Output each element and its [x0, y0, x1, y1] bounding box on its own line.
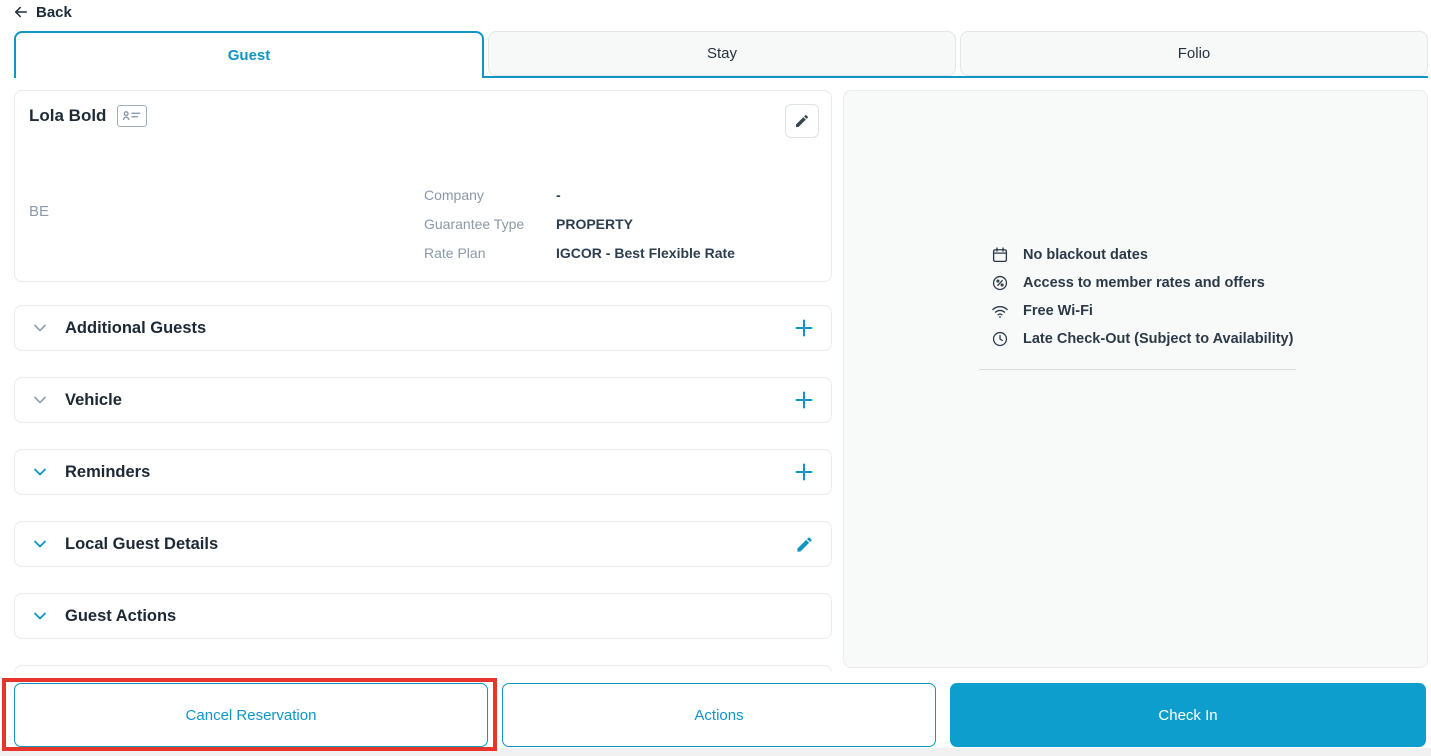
- detail-label: Rate Plan: [424, 245, 486, 261]
- detail-row-rate-plan: Rate Plan IGCOR - Best Flexible Rate: [424, 245, 735, 261]
- section-local-guest-details[interactable]: Local Guest Details: [14, 521, 832, 567]
- guest-code: BE: [29, 203, 50, 220]
- arrow-left-icon: [15, 6, 27, 18]
- benefit-label: Late Check-Out (Subject to Availability): [1023, 331, 1294, 347]
- back-button[interactable]: Back: [12, 0, 72, 24]
- benefit-label: No blackout dates: [1023, 247, 1148, 263]
- section-title: Guest Actions: [65, 606, 177, 625]
- guest-tab-content: Lola Bold BE Company - Guarantee Type PR…: [14, 90, 832, 683]
- chevron-down-icon: [34, 324, 46, 332]
- detail-row-guarantee-type: Guarantee Type PROPERTY: [424, 216, 735, 232]
- benefit-label: Free Wi-Fi: [1023, 303, 1093, 319]
- detail-label: Company: [424, 187, 484, 203]
- benefits-divider: [979, 369, 1296, 370]
- section-vehicle[interactable]: Vehicle: [14, 377, 832, 423]
- clock-icon: [992, 331, 1008, 347]
- calendar-icon: [992, 247, 1008, 263]
- percent-badge-icon: [992, 275, 1008, 291]
- detail-value: IGCOR - Best Flexible Rate: [556, 245, 735, 261]
- benefit-item: Late Check-Out (Subject to Availability): [991, 330, 1293, 348]
- plus-icon[interactable]: [792, 316, 816, 340]
- detail-label: Guarantee Type: [424, 216, 525, 232]
- plus-icon[interactable]: [792, 388, 816, 412]
- section-guest-actions[interactable]: Guest Actions: [14, 593, 832, 639]
- benefit-item: Access to member rates and offers: [991, 274, 1293, 292]
- tab-guest[interactable]: Guest: [14, 31, 484, 78]
- pencil-icon: [796, 114, 809, 127]
- section-title: Additional Guests: [65, 318, 207, 337]
- wifi-icon: [992, 306, 1008, 318]
- footer-strip: [0, 748, 1431, 756]
- membership-benefits-panel: No blackout dates Access to member rates…: [843, 90, 1428, 668]
- benefits-list: No blackout dates Access to member rates…: [991, 246, 1293, 358]
- guest-summary-card: Lola Bold BE Company - Guarantee Type PR…: [14, 90, 832, 282]
- chevron-down-icon: [34, 468, 46, 476]
- benefit-item: Free Wi-Fi: [991, 302, 1293, 320]
- benefit-item: No blackout dates: [991, 246, 1293, 264]
- tab-stay[interactable]: Stay: [488, 31, 956, 76]
- check-in-button[interactable]: Check In: [950, 683, 1426, 747]
- section-title: Reminders: [65, 462, 151, 481]
- tab-bar: Guest Stay Folio: [14, 31, 1428, 78]
- guest-name: Lola Bold: [29, 106, 107, 125]
- edit-guest-button[interactable]: [785, 104, 819, 138]
- detail-value: -: [556, 187, 561, 203]
- section-additional-guests[interactable]: Additional Guests: [14, 305, 832, 351]
- guest-details: Company - Guarantee Type PROPERTY Rate P…: [424, 187, 735, 274]
- benefit-label: Access to member rates and offers: [1023, 275, 1265, 291]
- actions-button[interactable]: Actions: [502, 683, 936, 747]
- section-title: Local Guest Details: [65, 534, 219, 553]
- pencil-icon[interactable]: [795, 535, 814, 554]
- detail-value: PROPERTY: [556, 216, 634, 232]
- chevron-down-icon: [34, 612, 46, 620]
- section-reminders[interactable]: Reminders: [14, 449, 832, 495]
- detail-row-company: Company -: [424, 187, 735, 203]
- chevron-down-icon: [34, 396, 46, 404]
- plus-icon[interactable]: [792, 460, 816, 484]
- tab-folio[interactable]: Folio: [960, 31, 1428, 76]
- section-title: Vehicle: [65, 390, 122, 409]
- chevron-down-icon: [34, 540, 46, 548]
- back-label: Back: [36, 3, 72, 21]
- contact-card-icon: [117, 105, 148, 127]
- cancel-reservation-button[interactable]: Cancel Reservation: [14, 683, 488, 747]
